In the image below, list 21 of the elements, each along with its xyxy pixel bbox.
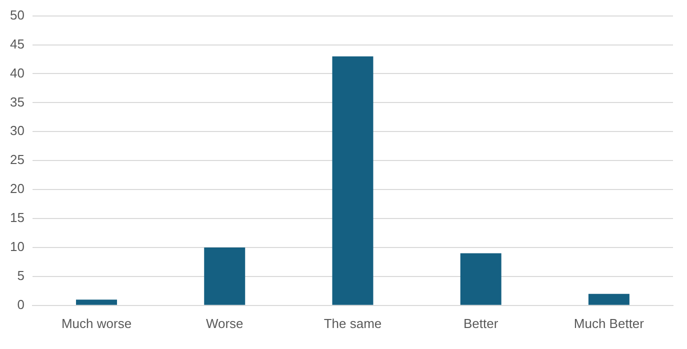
y-tick-label: 10: [10, 239, 24, 254]
x-tick-label: The same: [324, 316, 382, 331]
y-tick-label: 0: [17, 296, 24, 312]
bar: [332, 56, 374, 305]
bar: [460, 253, 502, 305]
y-tick-label: 25: [10, 152, 24, 168]
y-tick-label: 15: [10, 210, 24, 226]
bar: [76, 300, 118, 305]
x-tick-label: Much Better: [574, 316, 645, 331]
bar: [588, 294, 630, 305]
y-tick-label: 20: [10, 181, 24, 196]
y-tick-label: 40: [10, 65, 24, 80]
y-tick-label: 45: [10, 36, 24, 52]
x-tick-label: Much worse: [61, 316, 132, 331]
bar: [204, 247, 246, 305]
y-tick-label: 50: [10, 7, 24, 22]
y-tick-label: 35: [10, 94, 24, 110]
x-tick-label: Better: [463, 316, 499, 331]
y-tick-label: 5: [17, 268, 24, 284]
y-tick-label: 30: [10, 123, 24, 138]
x-tick-label: Worse: [206, 316, 244, 331]
